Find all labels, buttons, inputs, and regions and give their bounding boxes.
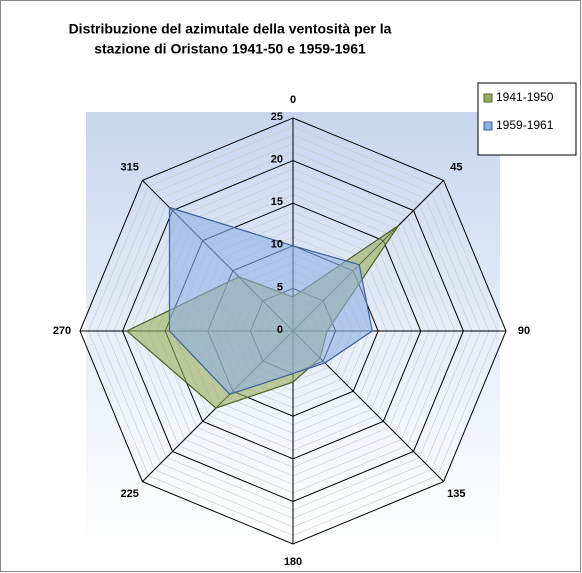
chart-title: Distribuzione del azimutale della ventos… [69, 21, 392, 37]
legend-swatch [483, 121, 493, 131]
y-tick-label: 15 [271, 196, 283, 208]
category-label: 45 [450, 162, 462, 174]
category-label: 315 [120, 162, 138, 174]
category-label: 90 [518, 325, 530, 337]
category-label: 0 [290, 94, 296, 106]
y-tick-label: 20 [271, 154, 283, 166]
y-tick-label: 25 [271, 111, 283, 123]
legend-swatch [483, 93, 493, 103]
category-label: 180 [284, 556, 302, 568]
category-label: 135 [447, 488, 465, 500]
plot: 0 45 90 135 180 225 270 315 0 5 10 15 20 25 [53, 94, 530, 568]
y-tick-label: 5 [277, 281, 283, 293]
legend-label: 1959-1961 [496, 118, 554, 132]
legend-label: 1941-1950 [496, 90, 554, 104]
y-tick-label: 10 [271, 239, 283, 251]
chart-title: stazione di Oristano 1941-50 e 1959-1961 [94, 41, 366, 57]
category-label: 225 [120, 488, 138, 500]
y-tick-label: 0 [277, 324, 283, 336]
series-area [168, 206, 373, 395]
category-label: 270 [53, 325, 71, 337]
legend [477, 82, 577, 156]
